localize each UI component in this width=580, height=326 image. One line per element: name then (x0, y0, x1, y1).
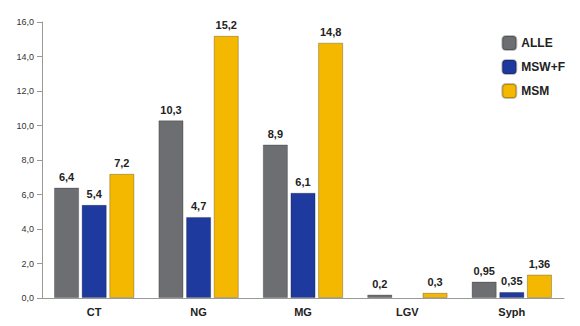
svg-text:0,2: 0,2 (372, 278, 387, 290)
svg-text:16,0: 16,0 (16, 17, 34, 27)
svg-text:1,36: 1,36 (529, 258, 550, 270)
svg-text:6,0: 6,0 (21, 190, 34, 200)
svg-text:MG: MG (294, 306, 312, 318)
svg-text:0,35: 0,35 (501, 275, 522, 287)
svg-text:ALLE: ALLE (521, 36, 552, 50)
svg-text:14,8: 14,8 (320, 26, 341, 38)
svg-text:2,0: 2,0 (21, 259, 34, 269)
svg-text:7,2: 7,2 (114, 157, 129, 169)
svg-text:12,0: 12,0 (16, 86, 34, 96)
svg-text:15,2: 15,2 (216, 19, 237, 31)
svg-text:MSW+F: MSW+F (521, 60, 565, 74)
svg-text:0,3: 0,3 (427, 276, 442, 288)
svg-text:10,3: 10,3 (160, 104, 181, 116)
svg-text:Syph: Syph (498, 306, 525, 318)
svg-text:NG: NG (190, 306, 207, 318)
svg-text:MSM: MSM (521, 84, 549, 98)
svg-text:0,0: 0,0 (21, 293, 34, 303)
svg-text:CT: CT (87, 306, 102, 318)
svg-text:14,0: 14,0 (16, 52, 34, 62)
svg-text:10,0: 10,0 (16, 121, 34, 131)
svg-text:5,4: 5,4 (87, 188, 103, 200)
svg-text:6,4: 6,4 (59, 171, 75, 183)
svg-text:8,0: 8,0 (21, 155, 34, 165)
svg-text:0,95: 0,95 (473, 265, 494, 277)
svg-text:LGV: LGV (396, 306, 419, 318)
svg-text:4,0: 4,0 (21, 224, 34, 234)
svg-text:4,7: 4,7 (191, 200, 206, 212)
svg-text:8,9: 8,9 (268, 128, 283, 140)
svg-text:6,1: 6,1 (295, 176, 310, 188)
